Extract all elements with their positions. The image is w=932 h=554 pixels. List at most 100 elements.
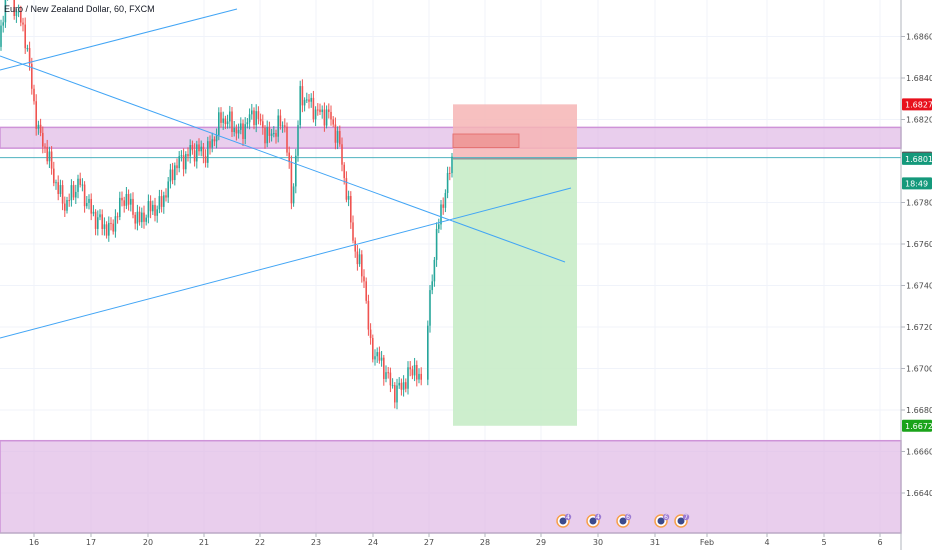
candle-up (189, 144, 191, 157)
candle-up (429, 290, 431, 326)
candle-up (398, 382, 400, 386)
candle-down (160, 196, 163, 207)
stop-loss-area[interactable] (453, 104, 577, 159)
candle-down (378, 352, 381, 361)
candle-up (81, 184, 84, 186)
position-tool[interactable] (0, 104, 901, 426)
candle-up (70, 185, 73, 201)
candle-up (281, 125, 284, 127)
candle-down (13, 0, 15, 17)
take-profit-area[interactable] (453, 158, 577, 426)
candle-down (39, 124, 42, 133)
trendlines[interactable] (0, 8, 572, 339)
candle-up (66, 200, 68, 211)
candle-down (275, 133, 277, 137)
candle-up (435, 228, 438, 260)
candle-down (363, 276, 365, 282)
candle-up (380, 357, 383, 361)
candle-up (55, 182, 57, 184)
candle-down (231, 111, 233, 133)
candle-down (61, 185, 64, 204)
candle-up (321, 109, 323, 113)
candle-down (68, 200, 70, 202)
candle-down (367, 300, 370, 330)
candle-up (180, 155, 183, 157)
time-tick-label: 31 (650, 538, 660, 547)
event-count: 4 (596, 514, 600, 521)
candle-down (235, 128, 238, 134)
candle-down (165, 195, 167, 198)
resistance-zone (0, 126, 902, 149)
candle-down (193, 150, 196, 162)
time-tick-label: 21 (199, 538, 209, 547)
candle-down (242, 123, 244, 140)
candle-down (33, 88, 35, 102)
candle-down (101, 214, 103, 229)
candle-up (158, 196, 161, 210)
candle-down (110, 222, 112, 224)
candle-down (191, 144, 194, 151)
candle-up (255, 111, 257, 126)
ascending-trendline[interactable] (0, 187, 572, 339)
candle-down (394, 385, 396, 403)
candle-up (391, 385, 394, 387)
candle-up (92, 211, 95, 214)
event-icon (589, 517, 597, 525)
candle-up (207, 141, 209, 163)
zones (0, 126, 902, 534)
time-tick-label: 30 (593, 538, 603, 547)
time-tick-label: 27 (424, 538, 434, 547)
candle-up (59, 185, 62, 195)
candle-up (310, 97, 312, 102)
candle-down (405, 382, 407, 389)
candle-down (143, 212, 145, 222)
candle-up (130, 198, 132, 205)
candle-down (290, 161, 293, 204)
candle-up (273, 133, 275, 135)
price-tag-label: 1.68273 (905, 100, 932, 109)
candle-down (317, 109, 319, 111)
candle-down (330, 111, 332, 120)
candle-up (295, 155, 297, 187)
candle-up (99, 214, 101, 218)
candle-down (149, 201, 152, 212)
events[interactable]: 4 4 6 6 7 (556, 513, 690, 528)
channel-upper-line[interactable] (0, 8, 238, 71)
candle-down (28, 48, 31, 64)
candle-up (407, 367, 409, 389)
event-count-badge (662, 513, 670, 521)
event-icon (559, 517, 567, 525)
time-tick-label: 23 (311, 538, 321, 547)
candle-down (341, 144, 343, 165)
highlight-box[interactable] (452, 133, 520, 149)
candle-down (400, 382, 403, 390)
candle-down (332, 119, 334, 125)
event-icon (677, 517, 685, 525)
candle-down (369, 329, 372, 339)
candle-up (2, 22, 4, 26)
candle-up (440, 204, 442, 225)
time-axis[interactable]: 16 17 20 21 22 23 24 27 28 29 30 31 Feb 4 5 6 (29, 533, 883, 547)
event-count-badge (624, 513, 632, 521)
chart-title: Euro / New Zealand Dollar, 60, FXCM (4, 4, 155, 14)
time-tick-label: 20 (143, 538, 153, 547)
candle-down (268, 127, 271, 136)
candle-up (402, 382, 405, 390)
candle-up (15, 11, 18, 17)
candle-down (288, 152, 290, 162)
price-tick-label: 1.66800 (906, 406, 932, 415)
candle-up (306, 99, 308, 101)
candle-down (72, 185, 75, 198)
candle-up (86, 203, 88, 207)
candle-down (334, 124, 337, 143)
price-axis[interactable]: 1.68600 1.68400 1.68200 1.67800 1.67600 1.674… (901, 33, 932, 499)
event-count: 6 (664, 514, 668, 521)
candles (0, 0, 453, 410)
descending-trendline[interactable] (0, 55, 566, 263)
candle-down (420, 373, 422, 380)
price-tick-label: 1.67800 (906, 199, 932, 208)
event-count-badge (682, 513, 690, 521)
